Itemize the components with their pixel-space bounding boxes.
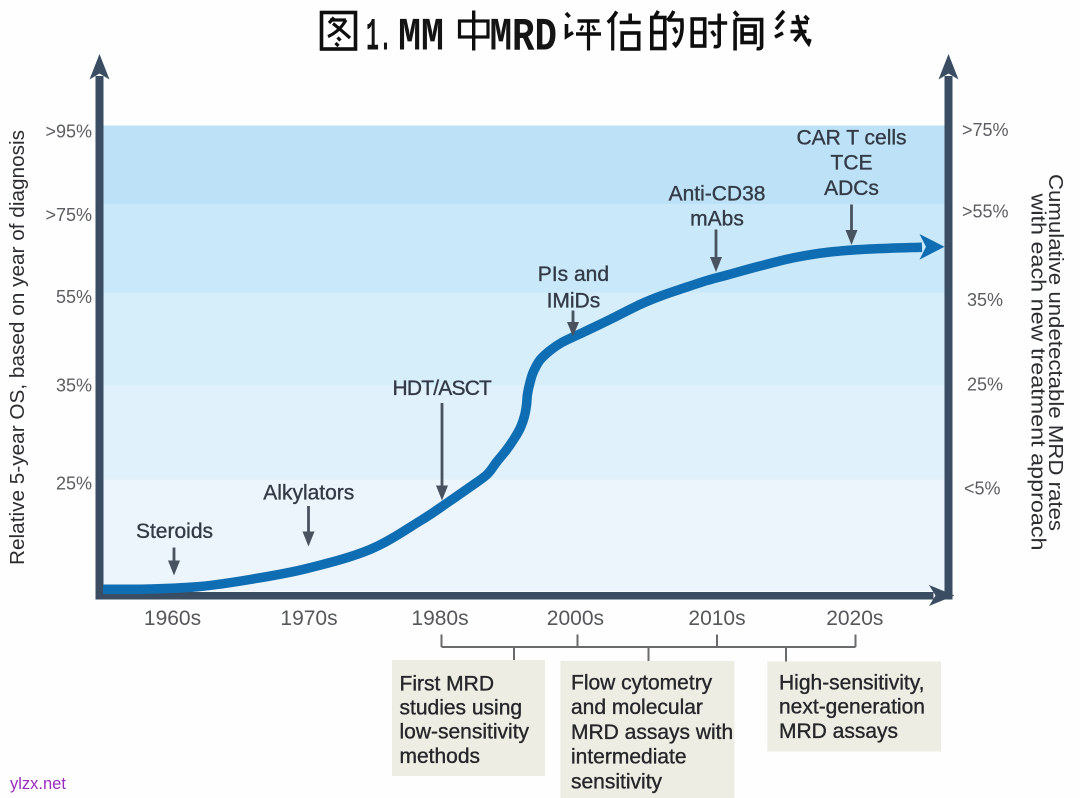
svg-text:mAbs: mAbs — [690, 208, 744, 231]
svg-text:2000s: 2000s — [547, 607, 604, 630]
svg-text:<5%: <5% — [964, 478, 1001, 498]
svg-text:High-sensitivity,: High-sensitivity, — [779, 671, 924, 694]
svg-text:TCE: TCE — [831, 152, 873, 175]
svg-text:>75%: >75% — [962, 120, 1009, 140]
svg-text:First MRD: First MRD — [400, 673, 494, 696]
svg-text:1960s: 1960s — [144, 607, 201, 630]
svg-text:sensitivity: sensitivity — [571, 770, 663, 793]
svg-text:Cumulative undetectable MRD ra: Cumulative undetectable MRD rates — [1044, 174, 1066, 531]
svg-text:ylzx.net: ylzx.net — [10, 775, 66, 793]
svg-text:Steroids: Steroids — [136, 520, 213, 543]
svg-text:Relative 5-year OS, based on y: Relative 5-year OS, based on year of dia… — [7, 130, 29, 565]
svg-text:MRD assays with: MRD assays with — [571, 721, 733, 744]
svg-text:35%: 35% — [56, 375, 92, 395]
svg-text:PIs and: PIs and — [538, 263, 609, 286]
svg-text:35%: 35% — [967, 290, 1003, 310]
svg-text:25%: 25% — [56, 473, 92, 493]
svg-text:with each new treatment approa: with each new treatment approach — [1027, 192, 1049, 550]
svg-text:IMiDs: IMiDs — [547, 290, 601, 313]
svg-text:1970s: 1970s — [280, 607, 337, 630]
svg-text:Flow cytometry: Flow cytometry — [571, 672, 713, 695]
svg-text:studies using: studies using — [400, 697, 523, 720]
svg-text:1.: 1. — [366, 12, 392, 64]
svg-text:ADCs: ADCs — [824, 177, 879, 200]
svg-text:55%: 55% — [56, 287, 92, 307]
svg-text:1980s: 1980s — [411, 607, 468, 630]
svg-text:>55%: >55% — [962, 201, 1009, 221]
svg-text:MM: MM — [398, 12, 444, 64]
svg-text:and molecular: and molecular — [571, 696, 703, 719]
svg-text:intermediate: intermediate — [571, 746, 687, 769]
svg-text:low-sensitivity: low-sensitivity — [400, 721, 530, 744]
svg-text:CAR T cells: CAR T cells — [796, 127, 906, 150]
svg-text:25%: 25% — [967, 374, 1003, 394]
svg-text:>75%: >75% — [45, 205, 92, 225]
svg-text:2010s: 2010s — [688, 607, 745, 630]
svg-text:HDT/ASCT: HDT/ASCT — [392, 377, 492, 400]
svg-text:MRD: MRD — [490, 12, 557, 64]
svg-text:Anti-CD38: Anti-CD38 — [669, 183, 766, 206]
svg-text:next-generation: next-generation — [779, 696, 925, 719]
svg-text:methods: methods — [400, 745, 481, 768]
svg-text:2020s: 2020s — [826, 607, 883, 630]
svg-text:>95%: >95% — [45, 121, 92, 141]
svg-text:MRD assays: MRD assays — [779, 720, 898, 743]
svg-text:Alkylators: Alkylators — [263, 482, 354, 505]
